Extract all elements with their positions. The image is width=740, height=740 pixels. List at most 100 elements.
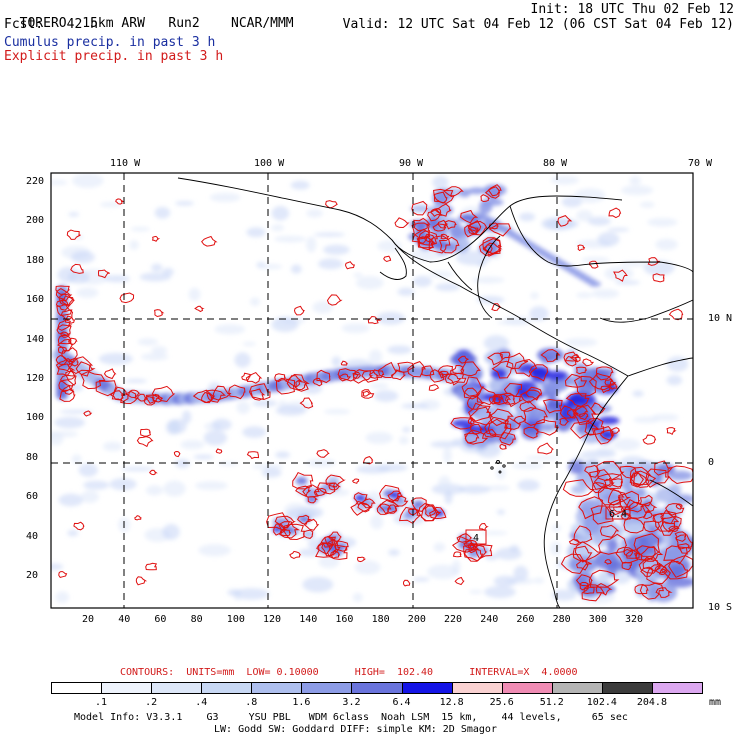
precip-contour (55, 288, 73, 302)
precip-contour (55, 357, 74, 372)
legend-label: .1 (95, 697, 108, 708)
precip-cell (484, 585, 516, 599)
precip-cell (490, 367, 507, 380)
precip-cell (550, 541, 562, 556)
precip-cell (427, 564, 459, 580)
precip-contour (525, 386, 543, 401)
precip-contour (503, 382, 523, 398)
precip-cell (471, 276, 505, 284)
precip-contour (411, 200, 428, 216)
precip-cell (530, 367, 548, 384)
precip-contour (68, 337, 78, 345)
precip-contour (427, 208, 443, 222)
precip-contour (668, 308, 684, 321)
precip-contour (173, 450, 181, 458)
precip-contour (630, 471, 650, 488)
legend-label: .4 (195, 697, 208, 708)
precip-cell (137, 338, 159, 346)
precip-contour (514, 358, 538, 378)
precip-cell (236, 401, 251, 414)
precip-cell (271, 318, 285, 331)
precip-cell (318, 258, 344, 270)
precip-cell (99, 201, 123, 208)
precip-contour (476, 386, 499, 406)
precip-contour (613, 269, 628, 282)
precip-contour (407, 361, 426, 378)
forecast-hour: Fcst: 42 h (4, 18, 98, 32)
precip-contour (344, 261, 355, 270)
precip-cell (98, 352, 133, 365)
precip-contour (480, 194, 491, 203)
precip-cell (68, 212, 80, 217)
fcst-label: Fcst: (4, 17, 44, 32)
grid-y-label: 200 (26, 215, 45, 227)
precip-cell (540, 380, 568, 393)
precip-contour (424, 505, 437, 517)
precip-cell (331, 356, 342, 368)
precip-cell (496, 509, 506, 515)
precip-contour (55, 354, 69, 365)
precip-contour (589, 469, 612, 490)
precip-contour (595, 583, 613, 596)
precip-contour (356, 556, 367, 563)
precip-contour (289, 550, 302, 559)
precip-cell (261, 467, 282, 478)
precip-contour (628, 501, 645, 513)
precip-contour (67, 356, 94, 375)
precip-cell (666, 375, 683, 386)
precip-contour (307, 496, 318, 504)
precip-contour (57, 319, 73, 331)
precip-contour (60, 295, 75, 306)
precip-cell (368, 349, 383, 365)
precip-contour (542, 398, 563, 414)
precip-cell (271, 224, 285, 232)
precip-contour (674, 531, 687, 542)
grid-x-label: 180 (371, 614, 390, 625)
precip-contour (248, 383, 271, 401)
grid-x-label: 200 (407, 614, 426, 625)
precip-contour (570, 353, 581, 363)
precip-contour (647, 257, 661, 266)
precip-cell (476, 262, 486, 267)
precip-cell (139, 272, 171, 282)
precip-cell (483, 184, 507, 197)
precip-contour (201, 235, 218, 247)
explicit-precip-contours (55, 184, 693, 602)
precip-contour (583, 586, 595, 595)
init-time: Init: 18 UTC Thu 02 Feb 12 (530, 2, 735, 17)
precip-cell (433, 188, 454, 203)
precip-cell (72, 173, 104, 188)
precip-cell (51, 430, 79, 438)
precip-cell (606, 538, 619, 553)
precip-contour (659, 521, 678, 536)
precip-contour (608, 382, 618, 390)
grid-y-label: 20 (26, 570, 39, 581)
precip-contour (361, 369, 380, 383)
precip-cell (313, 232, 346, 237)
precip-contour (557, 215, 573, 227)
precip-contour (609, 427, 620, 434)
legend-label: .2 (145, 697, 158, 708)
precip-cell (373, 390, 399, 402)
precip-cell (58, 493, 84, 507)
precip-contour (120, 391, 139, 405)
precip-cell (249, 297, 260, 306)
precip-contour (559, 417, 570, 426)
precip-cell (188, 287, 201, 301)
precip-contour (573, 525, 593, 544)
precip-contour (468, 544, 480, 554)
precip-contour (70, 263, 84, 274)
precip-contour (652, 512, 680, 532)
precip-cell (597, 232, 620, 247)
precip-contour (241, 372, 252, 381)
model-resolution: 15km ARW (82, 16, 145, 31)
precip-contour (484, 186, 501, 199)
precip-cell (429, 270, 454, 278)
precip-contour (325, 200, 338, 209)
precip-cell (468, 589, 483, 594)
precip-cell (369, 383, 389, 389)
precip-contour (504, 394, 524, 408)
precip-cell (485, 485, 510, 491)
precip-cell (76, 287, 99, 298)
precip-contour (134, 515, 142, 521)
